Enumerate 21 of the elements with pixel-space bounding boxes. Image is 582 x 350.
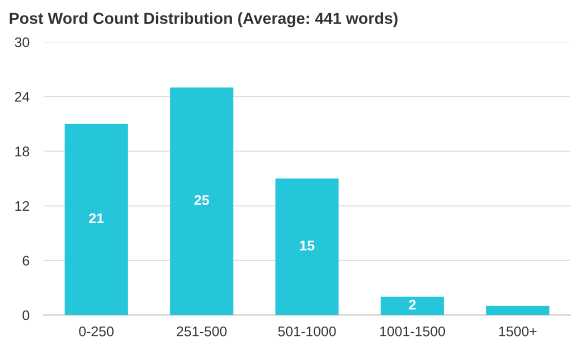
data-label: 15 (300, 240, 314, 250)
data-label: 21 (89, 213, 104, 224)
x-tick-label: 1001-1500 (380, 326, 446, 336)
bar (64, 124, 128, 315)
x-tick-label: 501-1000 (278, 326, 336, 336)
bar (486, 306, 550, 315)
data-label: 25 (194, 195, 209, 205)
x-tick-label: 251-500 (176, 326, 227, 336)
y-tick-label: 24 (15, 92, 30, 102)
bar (275, 178, 339, 315)
data-label: 2 (408, 300, 416, 310)
bar (170, 88, 234, 315)
x-tick-label: 0-250 (79, 326, 114, 336)
bar (380, 296, 444, 315)
y-tick-label: 30 (14, 37, 30, 48)
y-tick-label: 18 (15, 146, 30, 156)
y-tick-label: 6 (22, 256, 30, 266)
y-tick-label: 12 (15, 201, 30, 211)
chart-title: Post Word Count Distribution (Average: 441 words) (10, 12, 398, 28)
y-tick-label: 0 (22, 310, 30, 320)
x-tick-label: 1500+ (499, 326, 537, 336)
